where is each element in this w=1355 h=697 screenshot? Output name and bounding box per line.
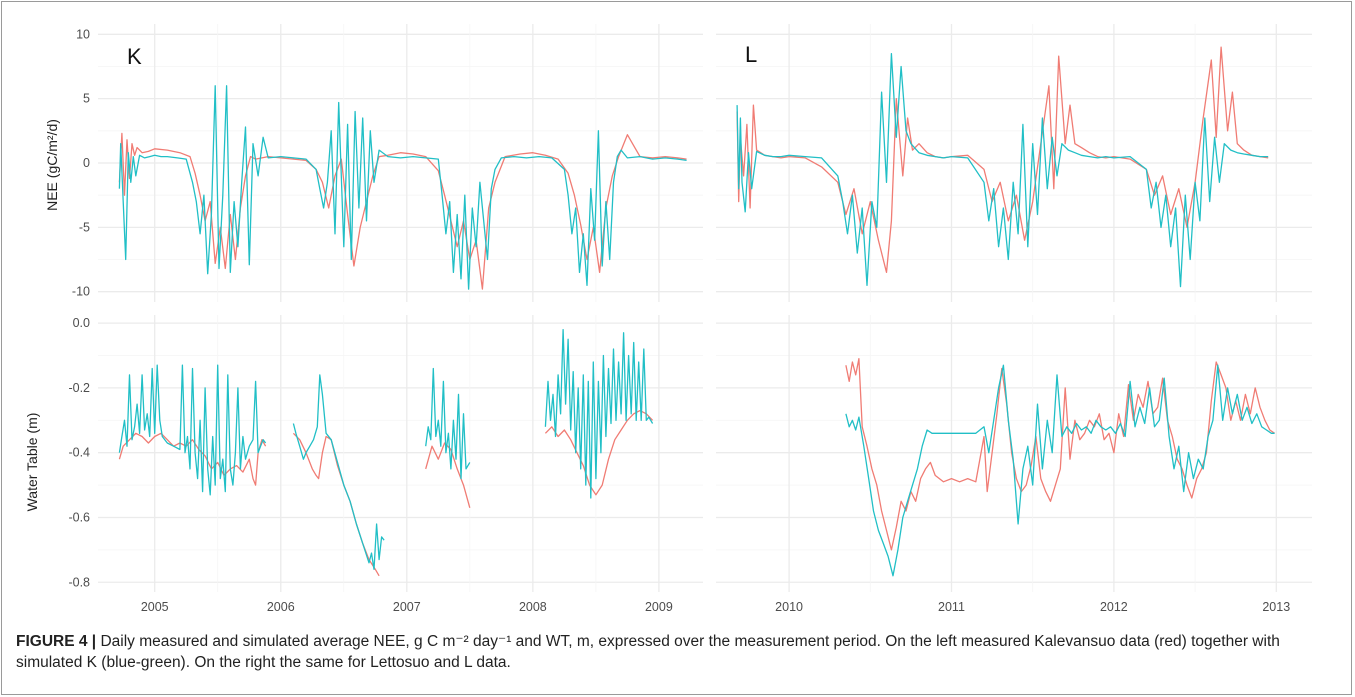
figure-caption: FIGURE 4 | Daily measured and simulated … [16, 631, 1336, 673]
x-tick-label: 2012 [1100, 600, 1128, 614]
x-tick-label: 2009 [645, 600, 673, 614]
panel-label-k: K [127, 44, 142, 69]
y-tick-label: 10 [76, 27, 90, 41]
y-tick-label: -0.2 [68, 381, 90, 395]
y-tick-label: -0.6 [68, 510, 90, 524]
y-tick-label: 5 [83, 92, 90, 106]
panel-wt-0: 2005 2006 2007 2008 2009 0.0 -0.2 -0.4 -0.6 -0.8 [68, 315, 703, 614]
x-tick-label: 2005 [141, 600, 169, 614]
x-tick-label: 2013 [1262, 600, 1290, 614]
x-tick-label: 2011 [938, 600, 965, 614]
water-table-axis-label: Water Table (m) [24, 413, 40, 512]
x-tick-label: 2006 [267, 600, 295, 614]
x-tick-label: 2008 [519, 600, 547, 614]
y-tick-label: -5 [79, 220, 90, 234]
panel-nee-0: 10 5 0 -5 -10 [72, 24, 703, 302]
series-line-simulated [118, 85, 687, 290]
caption-lead: FIGURE 4 | [16, 633, 101, 650]
y-tick-label: 0 [83, 156, 90, 170]
caption-text: Daily measured and simulated average NEE… [16, 633, 1280, 671]
panel-label-l: L [745, 42, 757, 67]
x-tick-label: 2007 [393, 600, 421, 614]
nee-axis-label: NEE (gC/m²/d) [44, 119, 60, 211]
y-tick-label: -0.8 [68, 575, 90, 589]
y-tick-label: -0.4 [68, 446, 90, 460]
panel-nee-1 [716, 24, 1312, 302]
series-line-simulated [118, 328, 654, 570]
series-line-simulated [845, 364, 1275, 577]
series-line-measured [118, 132, 687, 290]
x-tick-label: 2010 [775, 600, 803, 614]
panel-wt-1: 2010 2011 2012 2013 [716, 315, 1312, 614]
faceted-line-chart: 10 5 0 -5 -10 2005 2006 2007 2008 2009 0.0 -0.2 -0.4… [24, 24, 1312, 614]
y-tick-label: 0.0 [73, 316, 90, 330]
y-tick-label: -10 [72, 285, 90, 299]
series-line-measured [736, 46, 1269, 274]
series-line-simulated [736, 52, 1269, 288]
